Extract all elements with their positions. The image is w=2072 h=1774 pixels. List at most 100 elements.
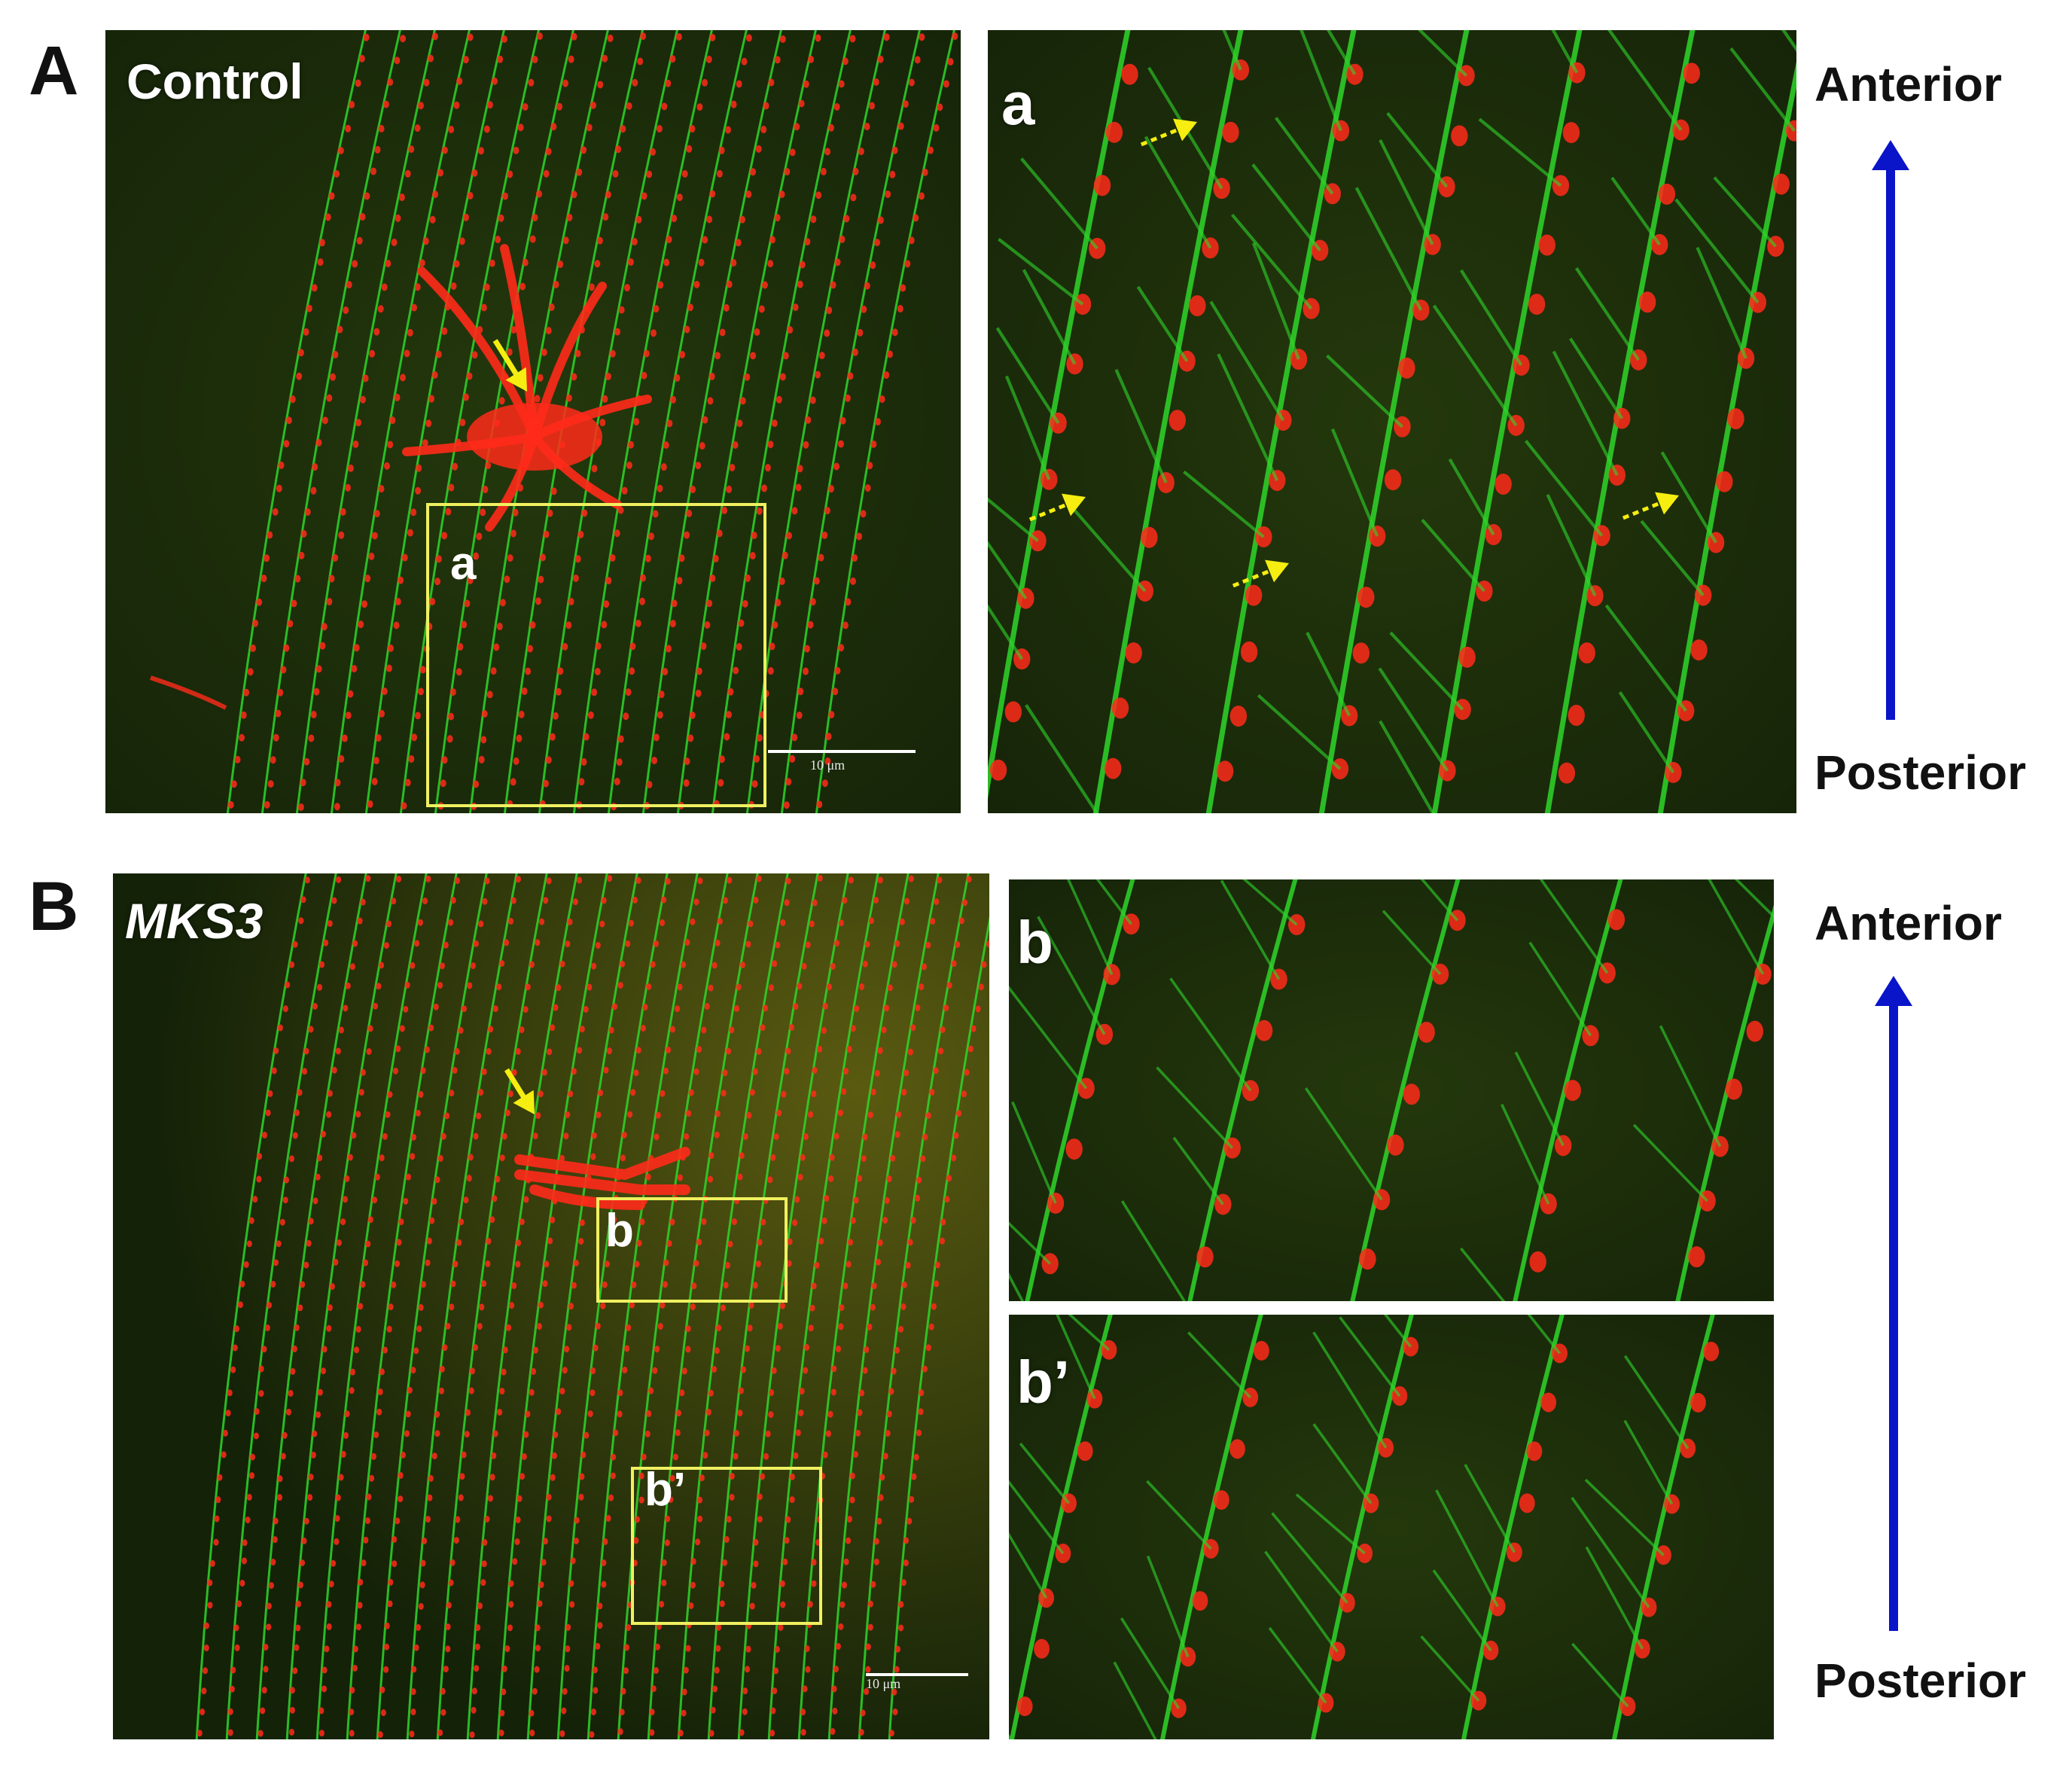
basal-body-dot [456, 668, 462, 676]
basal-body-dot [236, 1600, 242, 1608]
basal-body-dot [873, 78, 879, 86]
basal-body-dot [800, 1729, 806, 1736]
basal-body-dot [747, 1324, 753, 1332]
basal-body-dot [387, 1091, 393, 1099]
basal-body-dot [860, 510, 867, 518]
cilium-strand [1009, 1532, 1048, 1599]
basal-body-dot [422, 237, 429, 245]
basal-body-dot [786, 1260, 792, 1267]
basal-body-dot [657, 484, 663, 492]
basal-body-dot [416, 1325, 422, 1333]
basal-body-dot [407, 328, 413, 337]
cilium-strand [1144, 136, 1212, 249]
basal-body-dot [767, 1176, 773, 1184]
basal-body-dot [367, 800, 373, 808]
basal-body-dot [784, 1068, 790, 1075]
basal-body-dot [477, 147, 484, 155]
basal-body-dot [837, 1109, 844, 1117]
basal-body-dot [456, 77, 463, 85]
basal-body-dot [358, 1578, 364, 1586]
basal-body-dot [619, 960, 626, 968]
basal-body-dot [1189, 295, 1206, 317]
basal-body-dot [433, 1003, 439, 1010]
basal-body-dot [359, 212, 366, 221]
basal-body-dot [617, 1728, 623, 1736]
basal-body-dot [798, 99, 805, 108]
cilium-strand [1264, 1550, 1339, 1653]
basal-body-dot [645, 1173, 651, 1181]
basal-body-dot [595, 941, 601, 949]
basal-body-dot [334, 803, 340, 811]
basal-body-dot [464, 1431, 470, 1438]
basal-body-dot [771, 1367, 777, 1374]
basal-body-dot [215, 1496, 221, 1504]
basal-body-dot [343, 306, 349, 314]
basal-body-dot [388, 1578, 394, 1586]
basal-body-dot [665, 79, 672, 87]
basal-body-dot [792, 1219, 798, 1227]
basal-body-dot [463, 1196, 469, 1204]
basal-body-dot [264, 554, 270, 562]
basal-body-dot [811, 1090, 817, 1098]
basal-body-dot [605, 191, 611, 199]
basal-body-dot [489, 259, 495, 267]
basal-body-dot [589, 1731, 595, 1739]
basal-body-dot [481, 1068, 487, 1075]
basal-body-dot [1495, 474, 1512, 495]
basal-body-dot [925, 1112, 931, 1120]
basal-body-dot [635, 620, 641, 628]
basal-body-dot [689, 711, 696, 719]
basal-body-dot [760, 126, 767, 134]
basal-body-dot [539, 553, 546, 562]
basal-body-dot [292, 1132, 298, 1139]
basal-body-dot [840, 1088, 847, 1096]
basal-body-dot [779, 578, 785, 586]
basal-body-dot [1690, 639, 1708, 661]
basal-body-dot [606, 875, 613, 882]
basal-body-dot [371, 532, 378, 540]
cilium-strand [1172, 1136, 1224, 1206]
basal-body-dot [437, 1729, 443, 1736]
basal-body-dot [559, 1154, 565, 1162]
basal-body-dot [668, 1496, 674, 1504]
basal-body-dot [693, 898, 699, 906]
basal-body-dot [417, 919, 424, 926]
basal-body-dot [313, 687, 320, 696]
basal-body-dot [382, 1346, 388, 1354]
basal-body-dot [434, 578, 441, 586]
basal-body-dot [414, 712, 421, 720]
basal-body-dot [476, 532, 483, 541]
basal-body-dot [1196, 1246, 1214, 1268]
basal-body-dot [937, 1047, 944, 1055]
basal-body-dot [396, 1239, 402, 1246]
basal-body-dot [601, 897, 607, 904]
basal-body-dot [696, 103, 703, 111]
basal-body-dot [655, 1111, 661, 1119]
cilium-strand [1378, 667, 1449, 772]
basal-body-dot [815, 191, 822, 200]
basal-body-dot [320, 1130, 326, 1138]
basal-body-dot [225, 1410, 231, 1417]
basal-body-dot [428, 54, 434, 62]
basal-body-dot [780, 919, 786, 926]
basal-body-dot [887, 984, 893, 992]
basal-body-dot [724, 1261, 731, 1269]
basal-body-dot [499, 1709, 505, 1717]
basal-body-dot [829, 1154, 835, 1161]
basal-body-dot [273, 1517, 279, 1525]
basal-body-dot [870, 1580, 876, 1588]
basal-body-dot [443, 1666, 449, 1673]
basal-body-dot [464, 599, 471, 608]
basal-body-dot [867, 1600, 873, 1608]
basal-body-dot [471, 351, 478, 359]
basal-body-dot [602, 213, 609, 221]
ciliary-rows [988, 30, 1796, 813]
basal-body-dot [428, 395, 435, 403]
basal-body-dot [733, 1429, 739, 1437]
basal-body-dot [1746, 1020, 1764, 1042]
basal-body-dot [715, 1644, 721, 1652]
basal-body-dot [789, 1496, 795, 1504]
basal-body-dot [658, 690, 665, 699]
basal-body-dot [856, 532, 863, 541]
basal-body-dot [294, 1109, 300, 1117]
